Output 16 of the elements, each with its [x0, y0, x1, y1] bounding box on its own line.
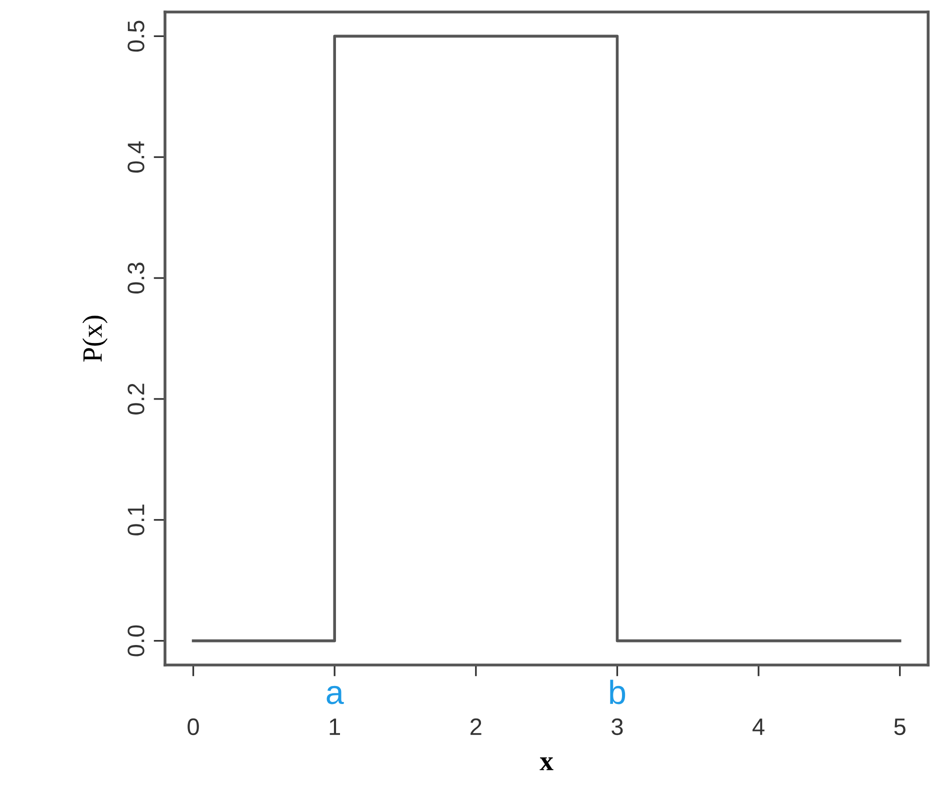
x-tick-label: 3	[612, 718, 623, 736]
annotation: a	[326, 686, 344, 704]
y-tick-label: 0.3	[128, 262, 144, 294]
y-tick-label: 0.0	[128, 625, 144, 656]
y-axis-title: P(x)	[82, 316, 108, 362]
x-tick-label: 4	[752, 718, 764, 735]
x-axis-title: x	[540, 757, 554, 770]
annotation: b	[610, 680, 626, 704]
y-tick-label: 0.4	[128, 141, 144, 173]
x-tick-label: 5	[894, 718, 906, 736]
y-tick-label: 0.1	[128, 504, 144, 536]
x-tick-label: 2	[470, 718, 482, 735]
y-tick-label: 0.5	[128, 20, 144, 52]
y-tick-label: 0.2	[128, 384, 144, 414]
x-tick-label: 0	[188, 718, 199, 736]
x-tick-label: 1	[330, 718, 340, 735]
